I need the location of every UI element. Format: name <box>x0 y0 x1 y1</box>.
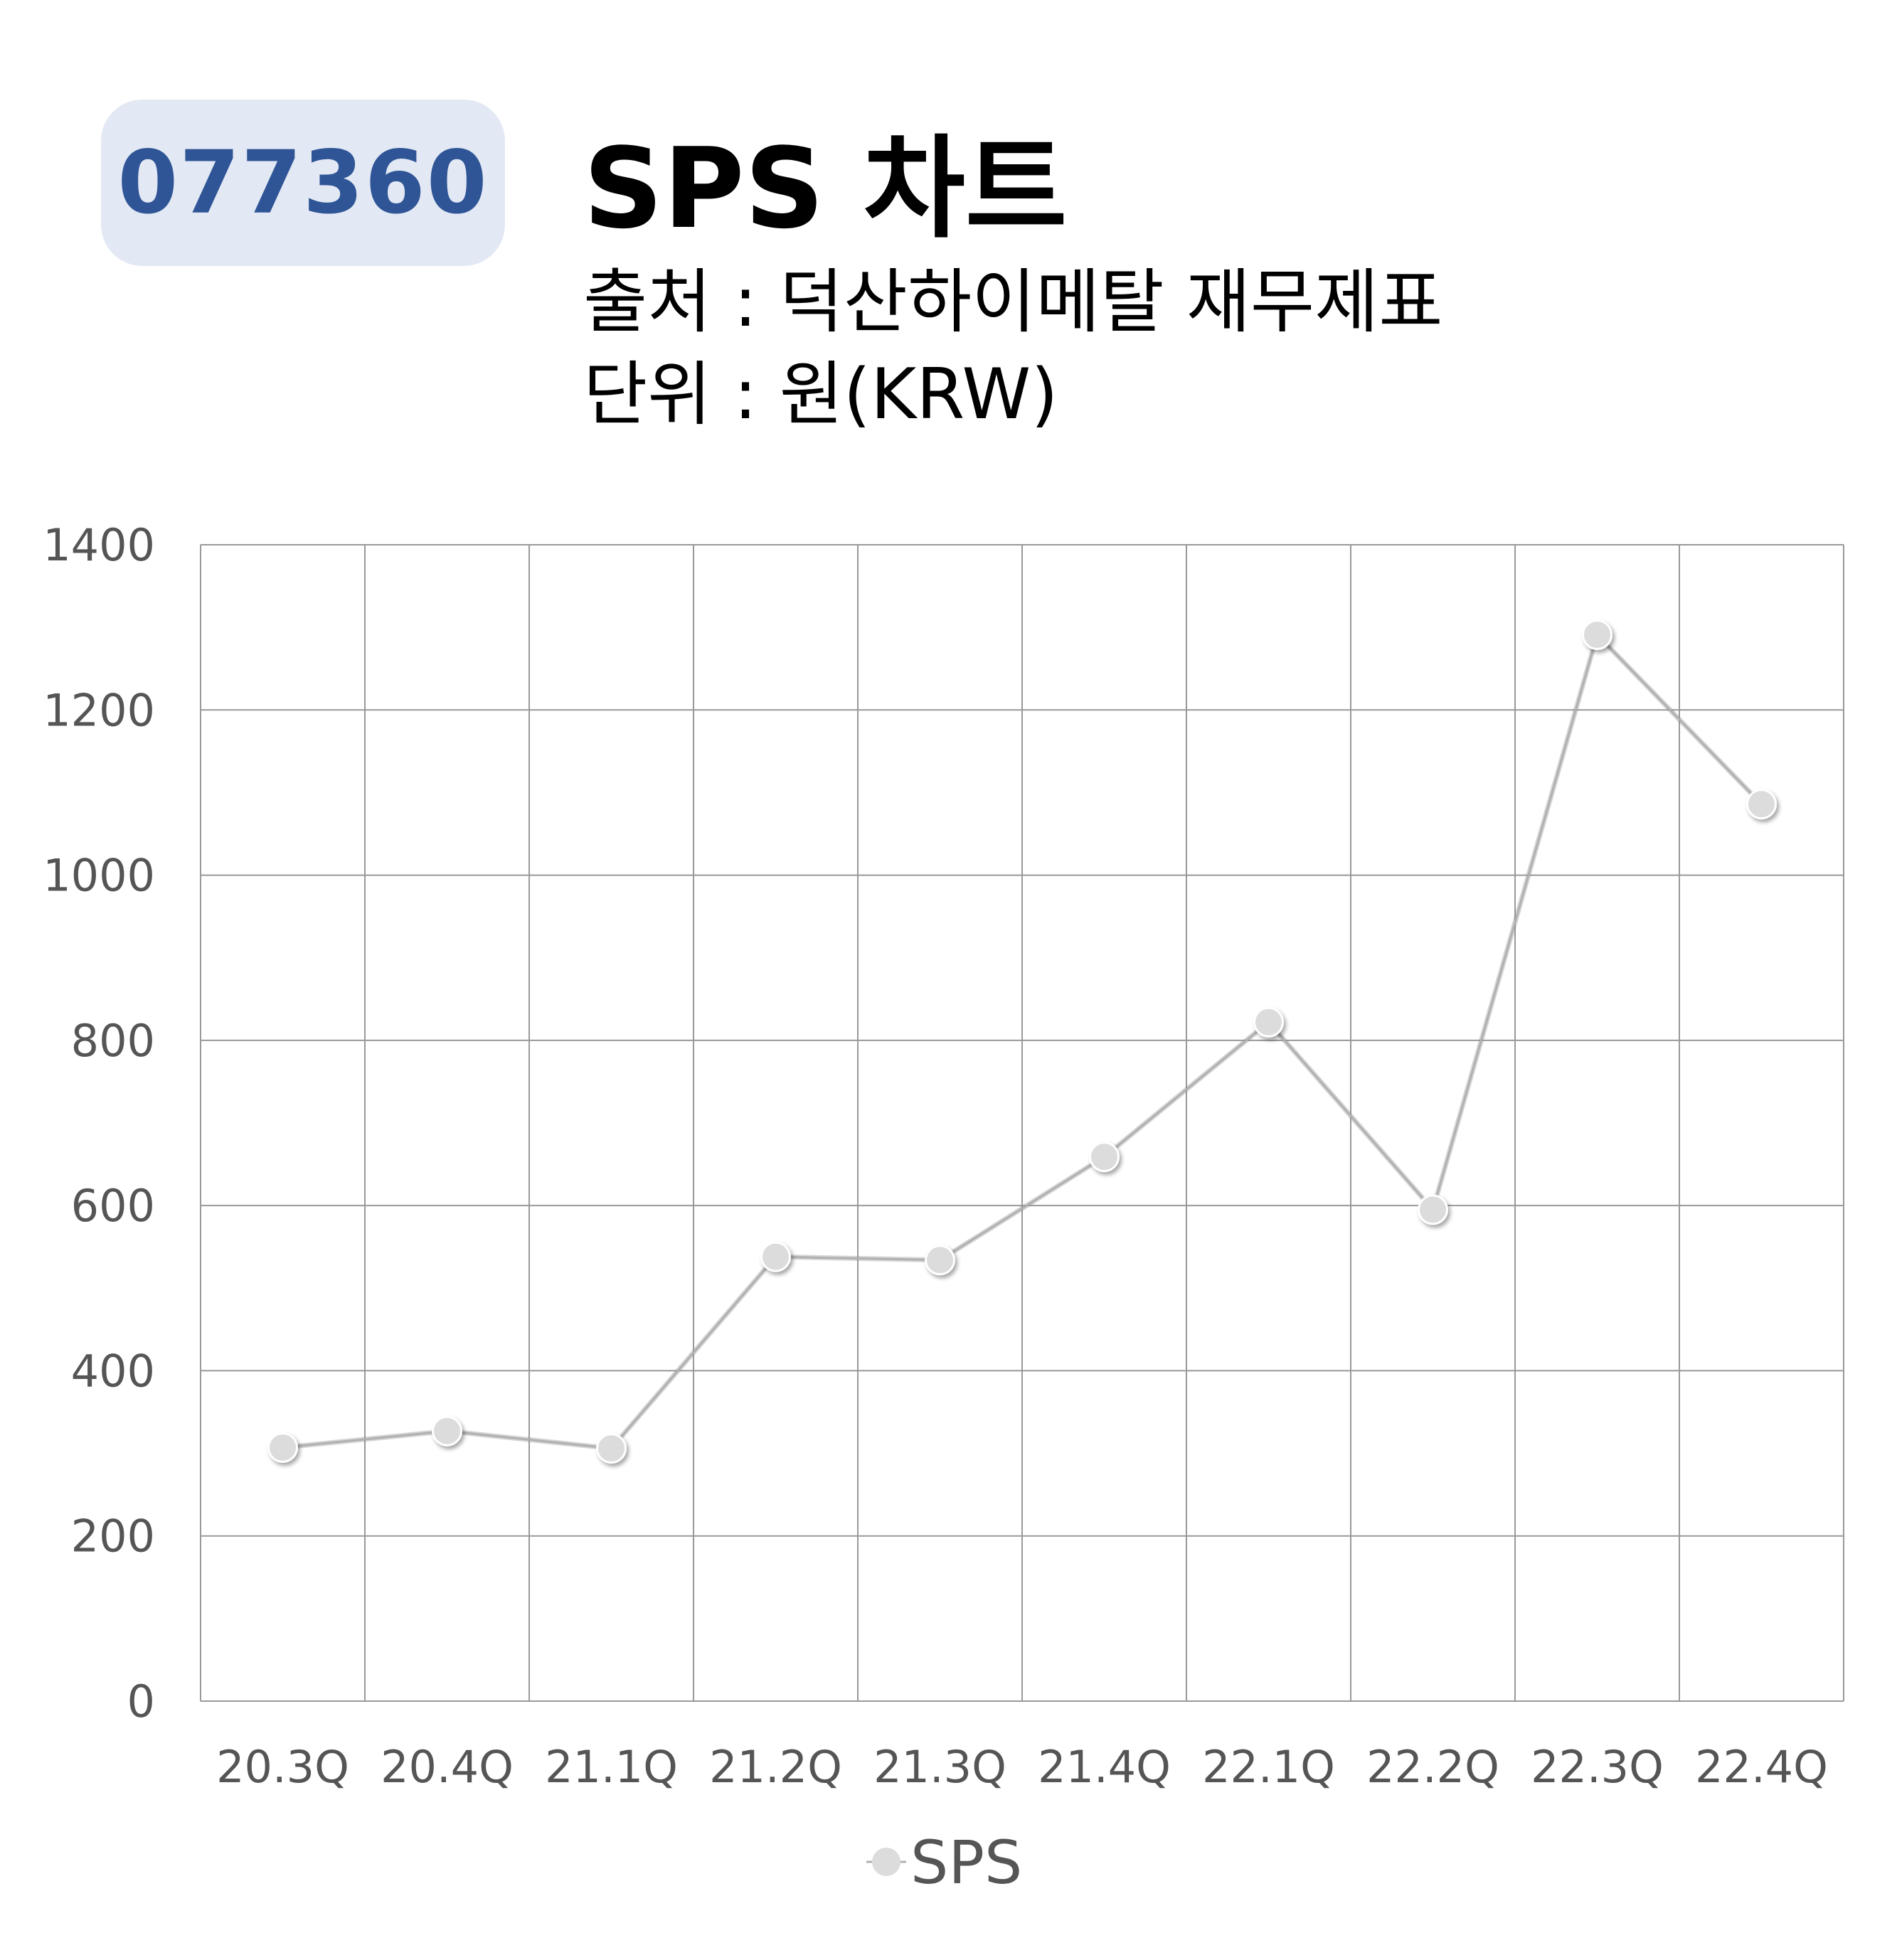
x-tick-label: 22.4Q <box>1695 1741 1828 1793</box>
chart-title: SPS 차트 <box>583 124 1068 253</box>
x-tick-label: 21.2Q <box>709 1741 842 1793</box>
x-tick-label: 21.1Q <box>545 1741 678 1793</box>
data-point <box>1418 1194 1448 1225</box>
y-tick-label: 1000 <box>43 850 155 902</box>
series-sps <box>267 619 1777 1464</box>
x-tick-label: 20.4Q <box>381 1741 514 1793</box>
source-line: 출처 : 덕산하이메탈 재무제표 <box>583 262 1443 343</box>
data-point <box>596 1433 627 1464</box>
y-tick-label: 600 <box>71 1180 155 1232</box>
title-block: SPS 차트 출처 : 덕산하이메탈 재무제표 단위 : 원(KRW) <box>583 121 1442 441</box>
x-tick-label: 20.3Q <box>216 1741 349 1793</box>
x-axis-ticks: 20.3Q 20.4Q 21.1Q 21.2Q 21.3Q 21.4Q 22.1Q 22.2Q… <box>216 1741 1828 1793</box>
y-tick-label: 1400 <box>43 519 155 571</box>
x-tick-label: 21.3Q <box>873 1741 1006 1793</box>
x-tick-label: 22.2Q <box>1366 1741 1499 1793</box>
data-point <box>1089 1141 1120 1173</box>
ticker-badge: 077360 <box>101 100 505 266</box>
x-tick-label: 21.4Q <box>1038 1741 1171 1793</box>
y-tick-label: 200 <box>71 1511 155 1562</box>
data-point <box>1746 789 1777 820</box>
x-tick-label: 22.1Q <box>1202 1741 1335 1793</box>
data-point <box>760 1241 791 1272</box>
y-tick-label: 1200 <box>43 684 155 736</box>
legend-marker-swatch <box>872 1848 900 1876</box>
legend-label: SPS <box>910 1828 1022 1897</box>
y-tick-label: 800 <box>71 1015 155 1067</box>
y-axis-ticks: 0 200 400 600 800 1000 1200 1400 <box>43 519 155 1727</box>
x-tick-label: 22.3Q <box>1531 1741 1664 1793</box>
y-tick-label: 400 <box>71 1345 155 1397</box>
data-point <box>1253 1006 1284 1038</box>
data-point <box>432 1415 462 1447</box>
legend: SPS <box>866 1828 1022 1897</box>
grid <box>200 544 1844 1702</box>
data-point <box>1582 619 1612 651</box>
data-point <box>267 1432 298 1463</box>
data-point <box>925 1245 955 1276</box>
unit-line: 단위 : 원(KRW) <box>583 354 1058 435</box>
y-tick-label: 0 <box>127 1676 155 1727</box>
series-line <box>282 632 1763 1450</box>
